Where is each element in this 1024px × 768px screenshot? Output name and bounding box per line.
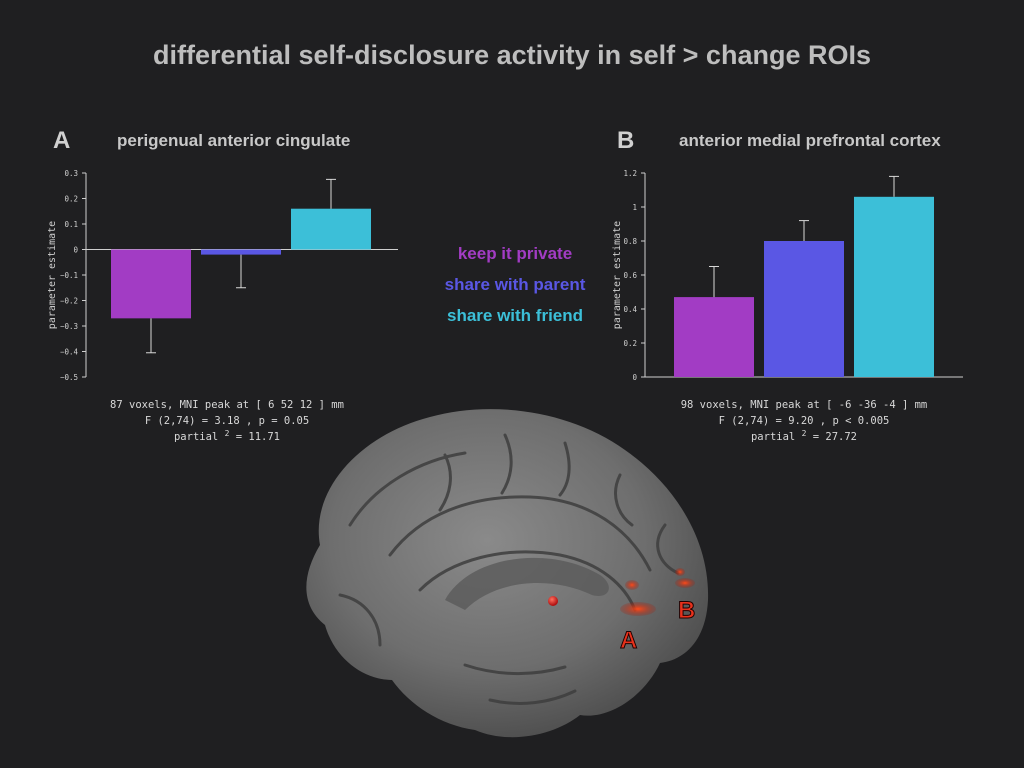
corpus-callosum xyxy=(445,557,609,610)
bar-1 xyxy=(674,297,754,377)
y-tick-label: −0.2 xyxy=(60,297,78,306)
activation-blob-a2 xyxy=(625,580,639,590)
legend-item-share-parent: share with parent xyxy=(444,275,586,294)
panel-b-stats-partial: partial xyxy=(750,431,796,443)
panel-a-stats-value: = 11.71 xyxy=(235,431,280,443)
y-tick-label: 1 xyxy=(632,203,637,212)
brain-sulci xyxy=(338,433,680,705)
brain-medial-surface: A B xyxy=(306,409,709,738)
brain-label-a: A xyxy=(620,627,637,654)
y-tick-label: 0 xyxy=(73,246,78,255)
panel-a-stats-line1: 87 voxels, MNI peak at [ 6 52 12 ] mm xyxy=(110,399,344,411)
y-tick-label: −0.3 xyxy=(60,322,78,331)
y-tick-label: 0.2 xyxy=(64,195,78,204)
bar-2 xyxy=(201,249,281,255)
legend: keep it private share with parent share … xyxy=(420,242,610,335)
y-tick-label: −0.5 xyxy=(60,373,78,382)
panel-a-stats-partial: partial xyxy=(173,431,219,443)
y-tick-label: 0.6 xyxy=(623,271,637,280)
legend-item-keep-private: keep it private xyxy=(457,244,573,263)
peak-marker-dot xyxy=(548,596,558,606)
legend-item-share-friend: share with friend xyxy=(446,306,584,325)
y-tick-label: 0.3 xyxy=(64,169,78,178)
bar-1 xyxy=(111,249,191,319)
bar-2 xyxy=(764,241,844,377)
panel-a-title: perigenual anterior cingulate xyxy=(117,131,351,150)
panel-b-stats-sup: 2 xyxy=(801,429,807,438)
panel-b-stats-line2: F (2,74) = 9.20 , p < 0.005 xyxy=(718,415,890,427)
y-tick-label: 0.1 xyxy=(64,220,78,229)
panel-b-letter: B xyxy=(617,127,635,154)
panel-b-stats: 98 voxels, MNI peak at [ -6 -36 -4 ] mm … xyxy=(644,397,964,446)
panel-b-title: anterior medial prefrontal cortex xyxy=(679,131,941,150)
y-tick-label: 0.8 xyxy=(623,237,637,246)
y-tick-label: 0 xyxy=(632,373,637,382)
panel-a-stats-line2: F (2,74) = 3.18 , p = 0.05 xyxy=(144,415,310,427)
y-tick-label: −0.4 xyxy=(60,348,79,357)
panel-a-stats-sup: 2 xyxy=(224,429,230,438)
y-tick-label: −0.1 xyxy=(60,271,78,280)
chart-a: 0.3 0.2 0.1 0 −0.1 −0.2 −0.3 −0.4 −0.5 parameter … xyxy=(47,169,398,382)
panel-a-stats-line3: partial 2 = 11.71 xyxy=(67,429,387,446)
panel-b-stats-value: = 27.72 xyxy=(812,431,857,443)
chart-b: 1.2 1 0.8 0.6 0.4 0.2 0 parameter estimate xyxy=(612,169,963,382)
activation-blob-a xyxy=(620,602,656,616)
bar-3 xyxy=(854,196,934,377)
bar-3 xyxy=(291,208,371,250)
panel-b-stats-line3: partial 2 = 27.72 xyxy=(644,429,964,446)
y-axis-label: parameter estimate xyxy=(47,221,58,329)
slide-title: differential self-disclosure activity in… xyxy=(153,40,871,70)
panel-a-letter: A xyxy=(53,127,71,154)
activation-blob-b2 xyxy=(675,568,685,576)
brain-label-b: B xyxy=(678,597,695,624)
y-tick-label: 0.2 xyxy=(623,339,637,348)
panel-a-stats: 87 voxels, MNI peak at [ 6 52 12 ] mm F … xyxy=(67,397,387,446)
y-tick-label: 1.2 xyxy=(623,169,637,178)
panel-b-stats-line1: 98 voxels, MNI peak at [ -6 -36 -4 ] mm xyxy=(680,399,928,411)
y-tick-label: 0.4 xyxy=(623,305,637,314)
activation-blob-b xyxy=(675,578,695,588)
y-axis-label: parameter estimate xyxy=(612,221,623,329)
